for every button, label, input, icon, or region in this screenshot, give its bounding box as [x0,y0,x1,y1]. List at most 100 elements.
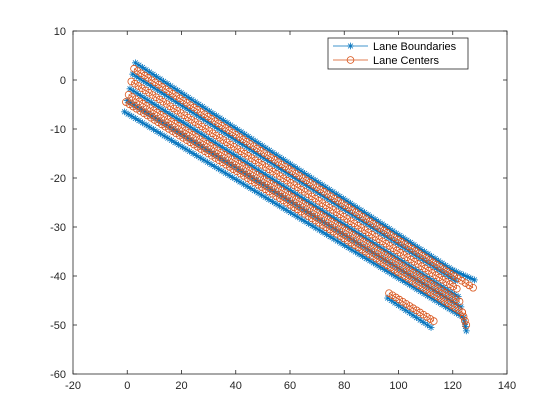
x-tick-label: 80 [338,380,350,392]
y-tick-label: -20 [50,173,66,185]
data-point [254,189,262,197]
data-point [239,141,247,148]
data-point [204,158,211,166]
data-point [365,236,373,244]
data-point [326,233,334,241]
data-point [361,209,368,216]
series-layer [121,59,478,335]
y-tick-label: -10 [50,124,66,136]
legend-marker-lane-centers-icon [346,56,355,64]
x-tick-label: 60 [284,380,296,392]
y-tick-label: -60 [50,369,66,381]
series-line [130,64,458,280]
data-point [457,276,466,285]
data-point [469,283,477,292]
data-point [222,169,229,177]
data-point [178,143,186,151]
legend-entry-lane-boundaries: Lane Boundaries [333,41,457,53]
data-point [283,158,291,166]
data-point [445,264,453,272]
series-path [461,312,467,326]
data-point [279,204,287,212]
data-point [427,324,435,331]
data-point [229,174,237,181]
data-point [465,281,474,290]
data-point [146,123,154,131]
data-point [458,308,467,317]
data-point [249,147,257,155]
data-point [165,110,173,118]
series-lane-centers [122,64,477,329]
legend-entry-lane-centers: Lane Centers [333,55,440,67]
data-point [142,121,150,129]
data-point [135,61,143,69]
data-point [333,237,341,245]
series-line [385,289,438,325]
data-point [325,186,333,193]
x-tick-label: 120 [444,380,462,392]
data-point [207,160,215,168]
data-point [225,171,233,179]
data-point [182,145,190,153]
data-point [382,222,390,230]
data-point [196,154,204,162]
data-point [429,317,438,325]
series-path [125,101,463,313]
series-line [121,108,467,322]
data-point [287,209,294,216]
legend-marker-point [347,42,354,50]
x-tick-label: -20 [65,380,81,392]
x-tick-label: 40 [230,380,242,392]
data-point [276,202,284,210]
series-line [122,98,467,317]
data-point [171,139,179,146]
data-point [337,218,344,226]
data-point [471,276,478,284]
data-point [223,119,231,127]
data-point [189,150,197,157]
data-point [462,321,471,329]
data-point [149,125,157,133]
data-point [388,236,396,244]
data-point [133,89,141,97]
data-point [297,215,305,223]
series-line [127,77,461,293]
x-tick-label: 0 [124,380,130,392]
data-point [131,115,139,122]
x-tick-label: 140 [498,380,516,392]
data-point [139,64,146,71]
data-point [373,261,381,269]
data-point [290,211,298,219]
data-point [160,132,168,140]
data-point [318,181,326,189]
legend-box [327,37,469,70]
data-point [236,178,244,186]
data-point [305,220,312,227]
legend: Lane Boundaries Lane Centers [327,37,469,70]
data-point [375,218,383,226]
data-point [332,190,340,198]
data-point [121,108,128,116]
series-line [449,266,478,284]
y-tick-label: -30 [50,222,66,234]
legend-label-lane-centers: Lane Centers [373,55,440,67]
data-point [153,73,160,81]
data-point [211,163,219,170]
data-point [126,85,134,93]
data-point [409,311,417,319]
data-point [301,217,309,225]
series-line [450,272,477,292]
series-path [131,81,458,290]
data-point [312,224,320,232]
series-line [384,294,435,331]
data-point [455,297,464,306]
y-tick-label: -40 [50,271,66,283]
data-point [344,244,352,251]
series-line [458,308,471,329]
data-point [272,200,280,208]
y-tick-label: -50 [50,320,66,332]
data-point [315,226,323,234]
data-point [319,228,327,236]
data-point [128,112,136,120]
data-point [193,152,201,160]
